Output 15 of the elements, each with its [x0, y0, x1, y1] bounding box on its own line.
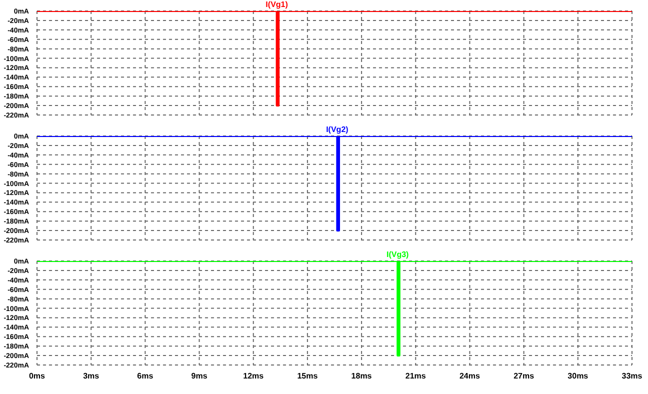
x-tick-label: 21ms	[405, 372, 426, 381]
x-tick-label: 0ms	[28, 372, 46, 381]
x-tick-label: 3ms	[83, 372, 100, 381]
series-label: I(Vg3)	[386, 250, 409, 260]
series-label: I(Vg1)	[266, 0, 288, 10]
series-label: I(Vg2)	[326, 125, 348, 135]
x-tick-label: 6ms	[137, 372, 154, 381]
x-tick-label: 33ms	[622, 372, 643, 381]
x-tick-label: 30ms	[568, 372, 589, 381]
x-tick-label: 9ms	[191, 372, 208, 381]
x-tick-label: 27ms	[514, 372, 535, 381]
x-tick-label: 15ms	[297, 372, 318, 381]
x-tick-label: 18ms	[351, 372, 372, 381]
x-tick-label: 12ms	[243, 372, 264, 381]
x-tick-label: 24ms	[459, 372, 481, 381]
